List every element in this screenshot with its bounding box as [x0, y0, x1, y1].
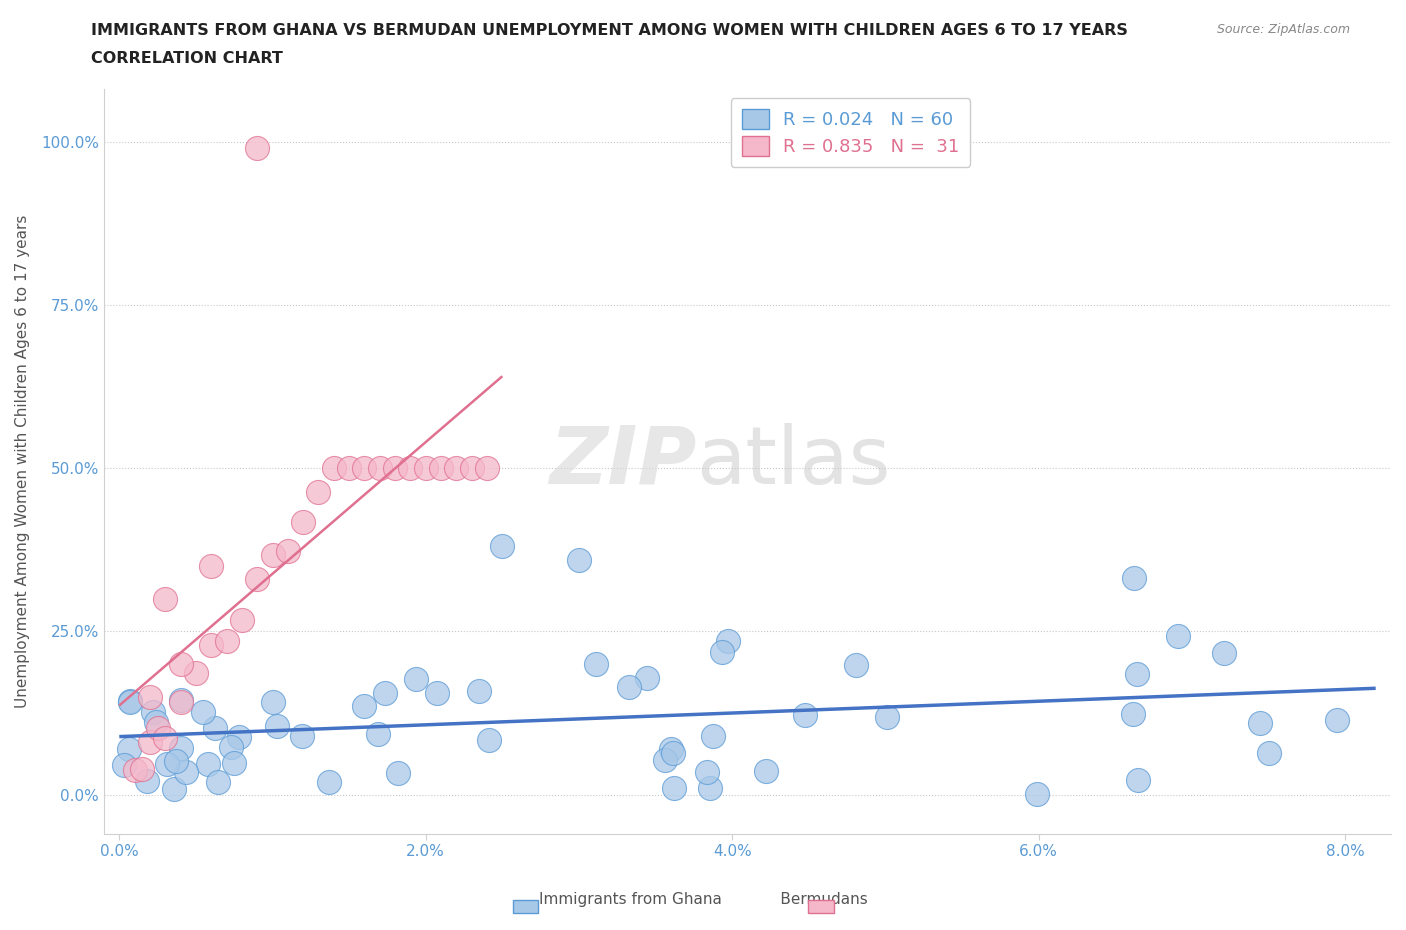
Point — [754, 764, 776, 778]
Point — [163, 782, 186, 797]
Point — [219, 739, 242, 754]
Point — [231, 613, 253, 628]
Point — [1125, 666, 1147, 681]
Point — [353, 699, 375, 714]
Point — [146, 721, 169, 736]
Point — [661, 745, 683, 760]
Point — [118, 695, 141, 710]
Text: Source: ZipAtlas.com: Source: ZipAtlas.com — [1216, 23, 1350, 36]
Point — [568, 552, 591, 567]
Point — [478, 733, 501, 748]
Point — [696, 764, 718, 779]
Point — [308, 485, 330, 499]
Point — [204, 720, 226, 735]
Point — [124, 763, 146, 777]
Point — [277, 544, 299, 559]
Point — [262, 695, 284, 710]
Point — [430, 460, 453, 475]
Point — [387, 765, 409, 780]
Point — [702, 728, 724, 743]
Point — [374, 686, 396, 701]
Point — [446, 460, 468, 475]
Point — [353, 460, 375, 475]
Point — [460, 460, 482, 475]
Point — [139, 689, 162, 704]
Point — [266, 719, 288, 734]
Point — [636, 671, 658, 685]
Point — [399, 460, 422, 475]
Point — [142, 704, 165, 719]
Point — [112, 758, 135, 773]
Text: IMMIGRANTS FROM GHANA VS BERMUDAN UNEMPLOYMENT AMONG WOMEN WITH CHILDREN AGES 6 : IMMIGRANTS FROM GHANA VS BERMUDAN UNEMPL… — [91, 23, 1128, 38]
Point — [405, 671, 427, 686]
Point — [1122, 707, 1144, 722]
Point — [169, 657, 191, 671]
Point — [619, 680, 641, 695]
Point — [475, 460, 498, 475]
Point — [318, 775, 340, 790]
Point — [337, 460, 360, 475]
Point — [120, 694, 142, 709]
Text: Immigrants from Ghana            Bermudans: Immigrants from Ghana Bermudans — [538, 892, 868, 907]
Point — [467, 684, 489, 698]
Text: CORRELATION CHART: CORRELATION CHART — [91, 51, 283, 66]
Point — [1249, 716, 1271, 731]
Point — [291, 728, 314, 743]
Point — [699, 780, 721, 795]
Point — [1257, 746, 1279, 761]
Point — [292, 514, 315, 529]
Point — [793, 708, 815, 723]
Point — [170, 741, 193, 756]
Point — [135, 774, 157, 789]
Point — [145, 714, 167, 729]
Point — [207, 775, 229, 790]
Point — [1326, 712, 1348, 727]
Point — [845, 658, 868, 672]
Point — [246, 140, 269, 155]
Point — [659, 742, 682, 757]
Point — [169, 695, 191, 710]
Point — [215, 633, 238, 648]
Point — [200, 638, 222, 653]
Point — [197, 757, 219, 772]
Point — [191, 705, 214, 720]
Point — [1025, 787, 1047, 802]
Point — [322, 460, 344, 475]
Point — [200, 559, 222, 574]
Y-axis label: Unemployment Among Women with Children Ages 6 to 17 years: Unemployment Among Women with Children A… — [15, 215, 30, 709]
Point — [368, 460, 391, 475]
Point — [184, 665, 207, 680]
Point — [367, 727, 389, 742]
Text: ZIP: ZIP — [548, 422, 696, 500]
Point — [246, 572, 269, 587]
Point — [155, 591, 177, 606]
Point — [155, 731, 177, 746]
Point — [585, 657, 607, 671]
Point — [262, 548, 284, 563]
Point — [170, 693, 193, 708]
Point — [710, 644, 733, 659]
Text: atlas: atlas — [696, 422, 890, 500]
Point — [415, 460, 437, 475]
Point — [156, 757, 179, 772]
Point — [118, 742, 141, 757]
Point — [139, 734, 162, 749]
Point — [654, 752, 676, 767]
Point — [1213, 645, 1236, 660]
Point — [717, 634, 740, 649]
Point — [1122, 571, 1144, 586]
Point — [426, 685, 449, 700]
Point — [384, 460, 406, 475]
Point — [165, 753, 187, 768]
Point — [222, 755, 245, 770]
Point — [228, 729, 250, 744]
Point — [491, 539, 513, 554]
Point — [1128, 773, 1150, 788]
Legend: R = 0.024   N = 60, R = 0.835   N =  31: R = 0.024 N = 60, R = 0.835 N = 31 — [731, 99, 970, 167]
Point — [876, 710, 898, 724]
Point — [131, 762, 153, 777]
Point — [662, 780, 685, 795]
Point — [1167, 629, 1189, 644]
Point — [174, 764, 197, 779]
